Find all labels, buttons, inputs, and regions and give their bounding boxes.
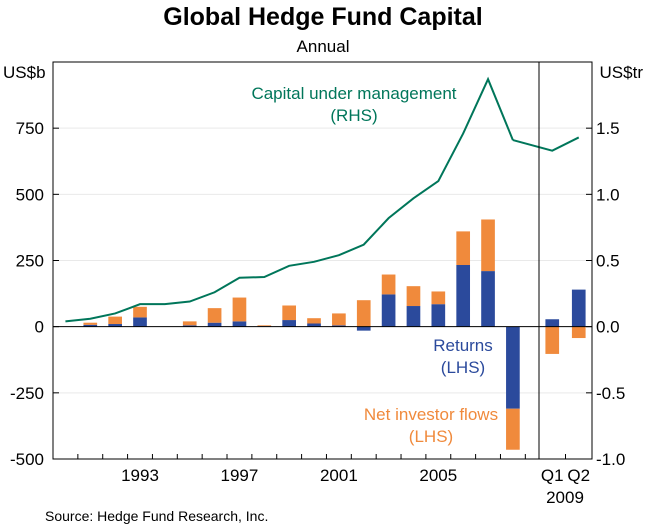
bar-returns-1991 (83, 324, 98, 327)
capital-line-quarterly (512, 136, 580, 152)
bar-returns-2007 (481, 271, 495, 327)
returns-label: Returns (433, 336, 493, 355)
left-axis-unit: US$b (3, 63, 46, 82)
bar-flows-1997 (232, 297, 247, 322)
bar-flows-q1 (545, 326, 560, 354)
bar-returns-1996 (207, 322, 222, 327)
bar-returns-2002 (356, 326, 371, 331)
bar-returns-2001 (332, 325, 346, 327)
chart-title: Global Hedge Fund Capital (163, 3, 482, 31)
left-tick-labels: -500 -250 0 250 500 750 (10, 119, 44, 469)
flows-label-sub: (LHS) (409, 427, 453, 446)
bars (83, 219, 586, 450)
right-tick-label: 0.5 (596, 252, 620, 271)
bar-flows-1995 (182, 321, 197, 326)
bar-flows-2005 (431, 291, 446, 305)
bar-returns-2008 (506, 326, 520, 409)
bar-flows-1993 (133, 306, 147, 318)
bar-returns-2003 (381, 294, 396, 327)
right-tick-labels: -1.0 -0.5 0.0 0.5 1.0 1.5 (596, 119, 625, 469)
left-tick-label: -250 (10, 384, 44, 403)
bar-returns-q2 (571, 289, 586, 327)
bar-returns-q1 (545, 319, 560, 327)
left-tick-label: 250 (16, 252, 44, 271)
right-tick-label: 0.0 (596, 318, 620, 337)
right-tick-label: -0.5 (596, 384, 625, 403)
left-tick-label: 500 (16, 185, 44, 204)
bar-returns-2005 (431, 304, 446, 327)
returns-label-sub: (LHS) (441, 358, 485, 377)
x-tick-label: 1993 (121, 466, 159, 485)
bar-returns-2006 (456, 264, 471, 327)
chart-subtitle: Annual (297, 37, 350, 56)
source-note: Source: Hedge Fund Research, Inc. (45, 508, 268, 524)
bar-flows-2002 (356, 300, 371, 327)
capital-label-sub: (RHS) (330, 106, 377, 125)
bar-returns-1997 (232, 321, 247, 327)
bar-flows-1998 (257, 325, 272, 327)
bar-returns-1992 (108, 324, 122, 327)
capital-label: Capital under management (251, 84, 456, 103)
bar-returns-1995 (182, 325, 197, 327)
x-quarter-label: Q2 (567, 466, 590, 485)
quarter-year-label: 2009 (546, 488, 584, 507)
left-tick-label: 750 (16, 119, 44, 138)
left-tick-label: -500 (10, 450, 44, 469)
flows-label: Net investor flows (364, 405, 498, 424)
bar-flows-2001 (332, 313, 346, 326)
right-tick-label: -1.0 (596, 450, 625, 469)
x-tick-label: 1997 (221, 466, 259, 485)
bar-flows-1999 (282, 305, 296, 321)
capital-line-annual (65, 76, 514, 323)
x-tick-label: 2005 (419, 466, 457, 485)
bar-returns-2000 (307, 323, 321, 327)
bar-flows-2004 (406, 286, 421, 307)
bar-flows-2008 (506, 408, 520, 450)
bar-returns-1993 (133, 317, 147, 327)
bar-returns-1999 (282, 320, 296, 327)
bar-returns-2004 (406, 306, 421, 327)
capital-line-group (65, 76, 580, 323)
bar-flows-1991 (83, 322, 98, 325)
axis-ticks (52, 127, 592, 460)
bar-flows-q2 (571, 326, 586, 339)
bar-flows-1992 (108, 316, 122, 325)
bar-flows-2006 (456, 231, 471, 265)
bar-flows-1996 (207, 308, 222, 323)
bar-flows-2000 (307, 318, 321, 324)
right-axis-unit: US$tr (600, 63, 644, 82)
bar-flows-2007 (481, 219, 495, 272)
left-tick-label: 0 (35, 318, 44, 337)
bar-flows-2003 (381, 274, 396, 295)
x-tick-labels: 1993 1997 2001 2005 Q1 Q2 (121, 466, 590, 485)
right-tick-label: 1.5 (596, 119, 620, 138)
right-tick-label: 1.0 (596, 185, 620, 204)
x-quarter-label: Q1 (541, 466, 564, 485)
x-tick-label: 2001 (320, 466, 358, 485)
